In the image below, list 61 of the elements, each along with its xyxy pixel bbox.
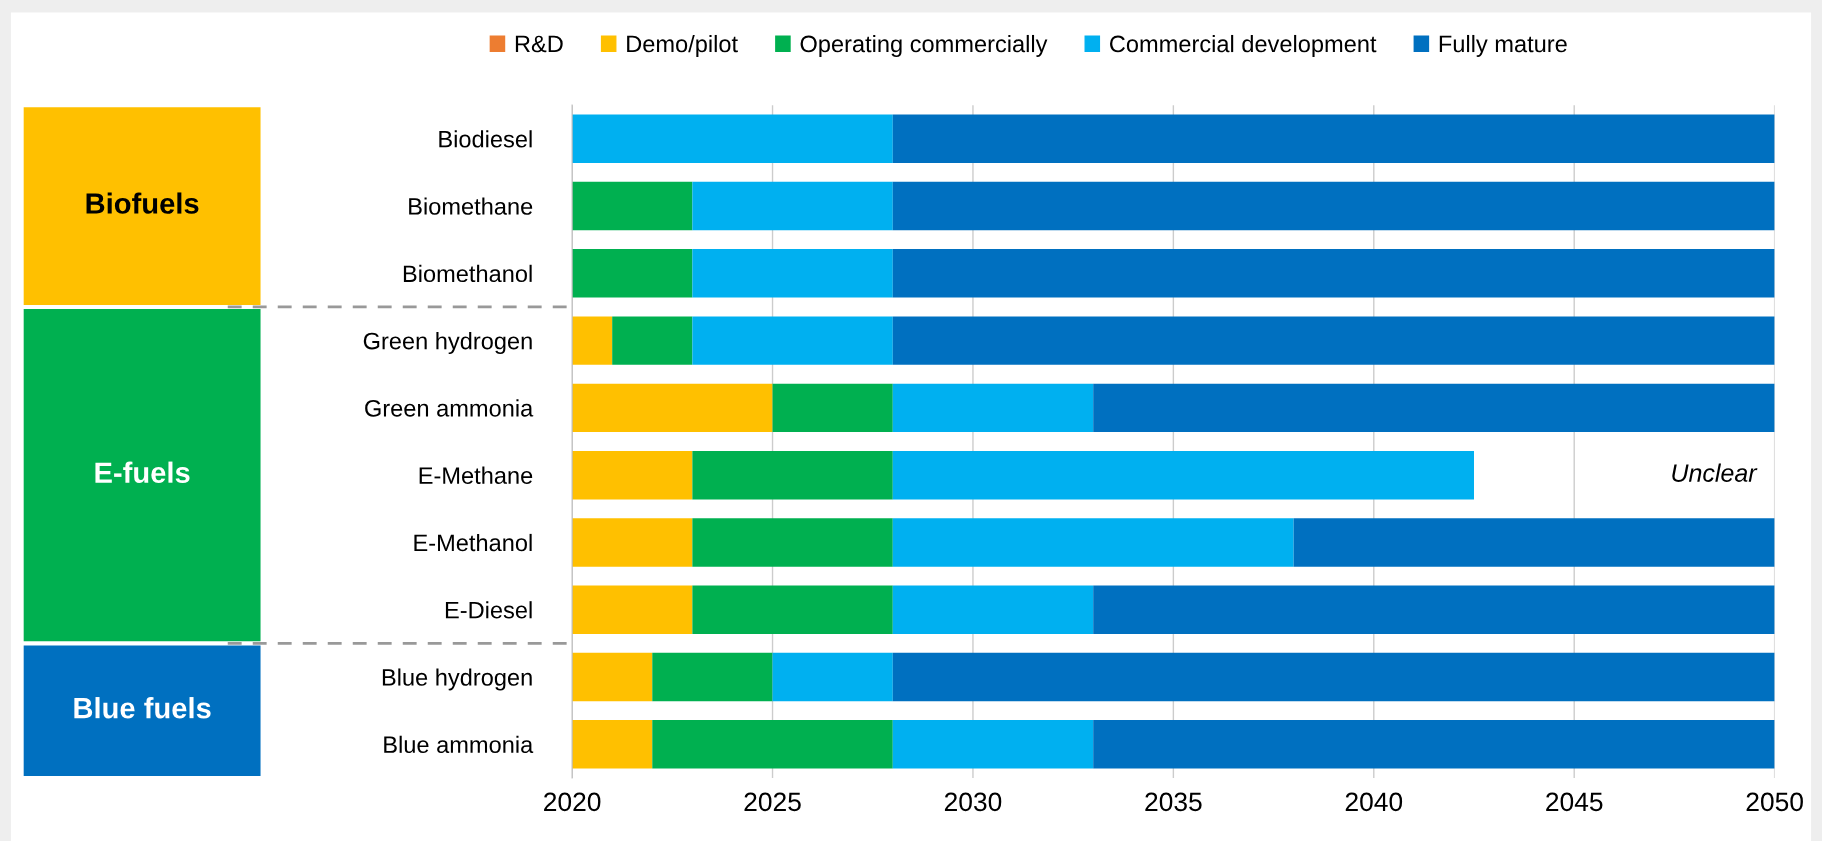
legend-label: Operating commercially	[800, 34, 1048, 57]
bar	[1093, 720, 1775, 769]
bar	[892, 652, 1775, 702]
y-tick-label: Blue hydrogen	[382, 668, 532, 691]
bar	[892, 316, 1775, 365]
x-tick-label: 2025	[744, 792, 801, 812]
y-tick-label: Biodiesel	[439, 130, 532, 148]
bar	[892, 114, 1775, 163]
y-tick-label: E-Methane	[419, 466, 533, 484]
bar	[572, 652, 653, 702]
bar	[772, 652, 893, 702]
bar	[572, 249, 693, 298]
bar	[652, 720, 893, 769]
text: E-fuels	[95, 461, 190, 483]
bar	[652, 652, 773, 702]
bar	[572, 114, 893, 163]
y-tick-label: Blue ammonia	[384, 735, 534, 754]
y-tick-label: Biomethane	[409, 197, 533, 215]
bar	[892, 249, 1775, 298]
bar	[692, 450, 893, 500]
y-tick-label: E-Methanol	[414, 533, 532, 552]
bar	[1093, 383, 1775, 433]
bar	[572, 316, 613, 365]
bar	[692, 316, 893, 365]
legend-label: Commercial development	[1110, 34, 1377, 57]
bar	[892, 181, 1775, 231]
bar	[772, 383, 893, 433]
bar	[892, 383, 1094, 433]
text: Blue fuels	[74, 697, 211, 719]
bar	[892, 585, 1094, 634]
y-tick-label: Biomethanol	[403, 264, 532, 283]
bar	[692, 518, 893, 567]
bar	[692, 249, 893, 298]
bar	[892, 518, 1294, 567]
bar	[692, 181, 893, 231]
x-tick-label: 2045	[1546, 792, 1603, 812]
bar	[692, 585, 893, 634]
bar	[572, 585, 693, 634]
bar	[572, 720, 653, 769]
y-tick-label: Green hydrogen	[363, 332, 532, 355]
x-tick-label: 2050	[1746, 792, 1803, 812]
bar	[572, 450, 693, 500]
bar	[572, 383, 773, 433]
y-tick-label: E-Diesel	[445, 601, 532, 619]
x-tick-label: 2030	[944, 792, 1002, 812]
legend-label: Fully mature	[1439, 34, 1567, 57]
bar	[1093, 585, 1775, 634]
legend-label: Demo/pilot	[627, 34, 738, 57]
x-tick-label: 2020	[544, 792, 601, 812]
bar	[1293, 518, 1775, 567]
x-tick-label: 2040	[1345, 792, 1403, 812]
x-tick-label: 2035	[1145, 792, 1202, 812]
text: Biofuels	[86, 192, 199, 214]
bar	[572, 181, 693, 231]
bar	[572, 518, 693, 567]
bar	[892, 720, 1094, 769]
y-tick-label: Green ammonia	[365, 399, 534, 417]
annotation: Unclear	[1672, 463, 1758, 482]
legend-label: R&D	[515, 35, 563, 53]
bar	[612, 316, 693, 365]
bar	[892, 450, 1474, 500]
